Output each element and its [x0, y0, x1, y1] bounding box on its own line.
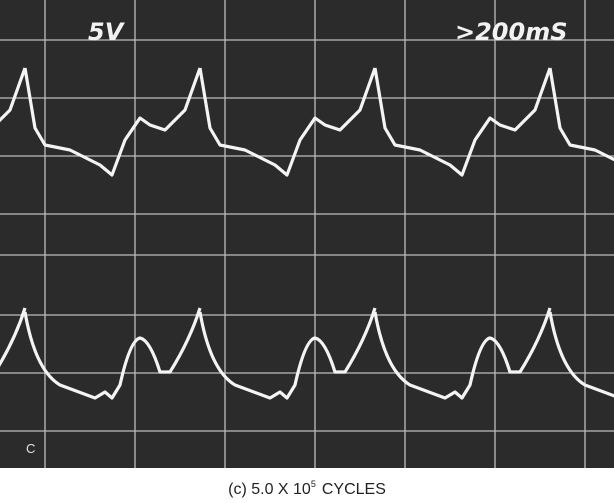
- volts-label: 5V: [88, 18, 126, 46]
- time-label: >200mS: [455, 18, 568, 46]
- caption-text: (c) 5.0 X 10: [228, 481, 311, 498]
- caption: (c) 5.0 X 105 CYCLES: [228, 479, 386, 498]
- caption-suffix: CYCLES: [322, 481, 386, 498]
- figure: 5V >200mS C (c) 5.0 X 105 CYCLES: [0, 0, 614, 503]
- corner-label: C: [26, 441, 35, 456]
- caption-exponent: 5: [311, 479, 316, 489]
